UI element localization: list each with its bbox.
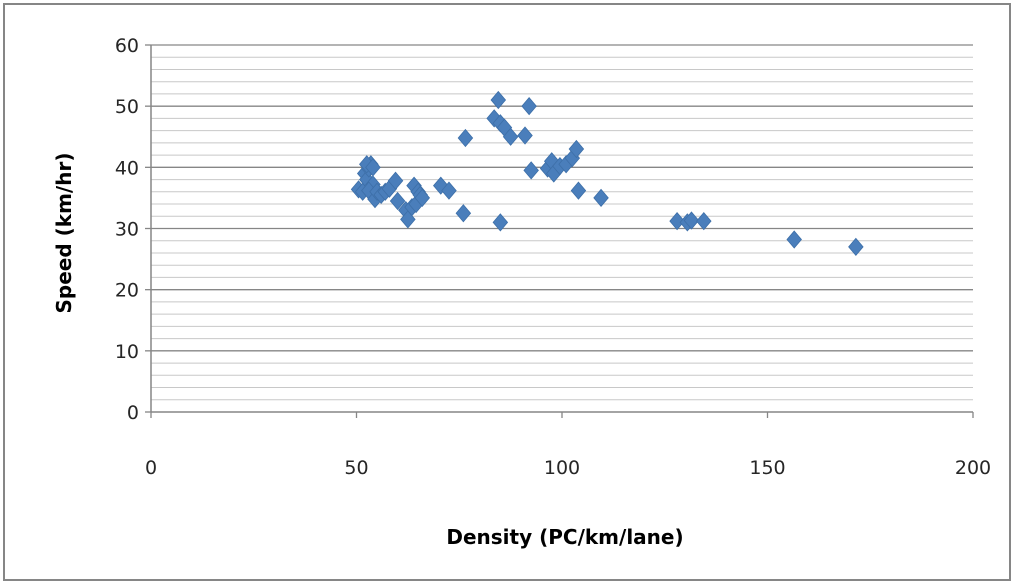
- data-point-marker: [414, 188, 431, 208]
- data-point-marker: [786, 230, 802, 249]
- chart-frame: 0 10 20 30 40 50 60 0 50 100 150 200 Density (PC/km…: [3, 3, 1011, 581]
- data-point-marker: [523, 161, 539, 180]
- x-tick-label: 150: [749, 457, 785, 479]
- data-point-marker: [457, 128, 474, 148]
- x-tick-label: 100: [544, 457, 580, 479]
- data-point-marker: [593, 188, 609, 208]
- x-tick-label: 0: [145, 457, 157, 479]
- data-point-marker: [389, 191, 406, 211]
- y-axis-title: Speed (km/hr): [52, 153, 76, 314]
- axes: [145, 44, 974, 418]
- data-point-marker: [683, 211, 700, 230]
- data-points: [350, 90, 864, 256]
- data-point-marker: [568, 139, 585, 159]
- x-axis-title: Density (PC/km/lane): [446, 525, 683, 549]
- data-point-marker: [455, 204, 472, 223]
- data-point-marker: [521, 97, 537, 116]
- data-point-marker: [365, 158, 381, 177]
- y-tick-label: 60: [115, 35, 139, 57]
- data-point-marker: [441, 181, 457, 200]
- y-tick-label: 40: [115, 157, 139, 179]
- data-point-marker: [490, 90, 507, 110]
- x-tick-label: 200: [955, 457, 991, 479]
- data-point-marker: [696, 212, 712, 231]
- y-tick-label: 20: [115, 280, 139, 302]
- data-point-marker: [669, 212, 685, 231]
- data-point-marker: [387, 171, 404, 190]
- y-tick-label: 50: [115, 96, 139, 118]
- data-point-marker: [502, 127, 519, 146]
- gridlines: [151, 44, 973, 401]
- y-tick-label: 0: [127, 402, 139, 424]
- tick-labels: 0 10 20 30 40 50 60 0 50 100 150 200: [115, 35, 991, 479]
- scatter-chart: 0 10 20 30 40 50 60 0 50 100 150 200 Density (PC/km…: [52, 35, 991, 549]
- y-tick-label: 30: [115, 219, 139, 241]
- y-tick-label: 10: [115, 341, 139, 363]
- data-point-marker: [848, 237, 864, 256]
- data-point-marker: [492, 213, 509, 232]
- data-point-marker: [570, 181, 587, 200]
- data-point-marker: [517, 126, 533, 145]
- x-tick-label: 50: [344, 457, 368, 479]
